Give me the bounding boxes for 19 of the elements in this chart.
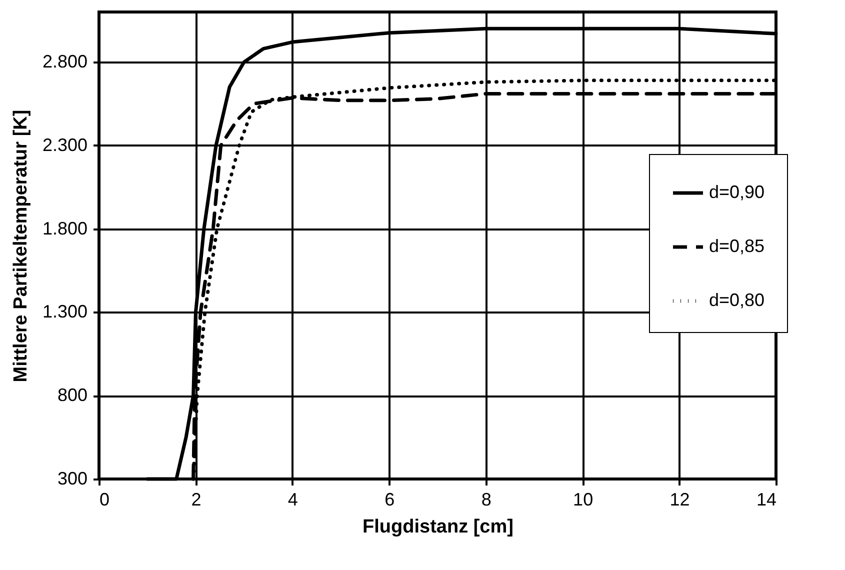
x-tick-label: 6 [384,490,395,510]
y-tick-label: 800 [57,385,88,406]
y-tick-label: 1.300 [42,302,88,322]
x-tick-label: 14 [756,490,776,510]
y-tick-label: 1.800 [42,218,88,238]
x-tick-label: 12 [670,490,690,510]
legend-label: d=0,90 [709,182,765,202]
y-tick-label: 300 [57,468,88,488]
legend-label: d=0,85 [709,236,765,256]
x-tick-label: 4 [288,490,298,510]
x-tick-label: 0 [100,490,110,510]
x-tick-label: 2 [191,490,202,510]
y-axis-title: Mittlere Partikeltemperatur [K] [10,110,32,382]
y-tick-label: 2.300 [42,134,88,155]
x-tick-label: 10 [573,490,594,510]
x-axis-title: Flugdistanz [cm] [362,516,514,538]
legend-label: d=0,80 [709,290,765,310]
x-tick-label: 8 [481,490,492,510]
y-tick-label: 2.800 [42,52,88,72]
